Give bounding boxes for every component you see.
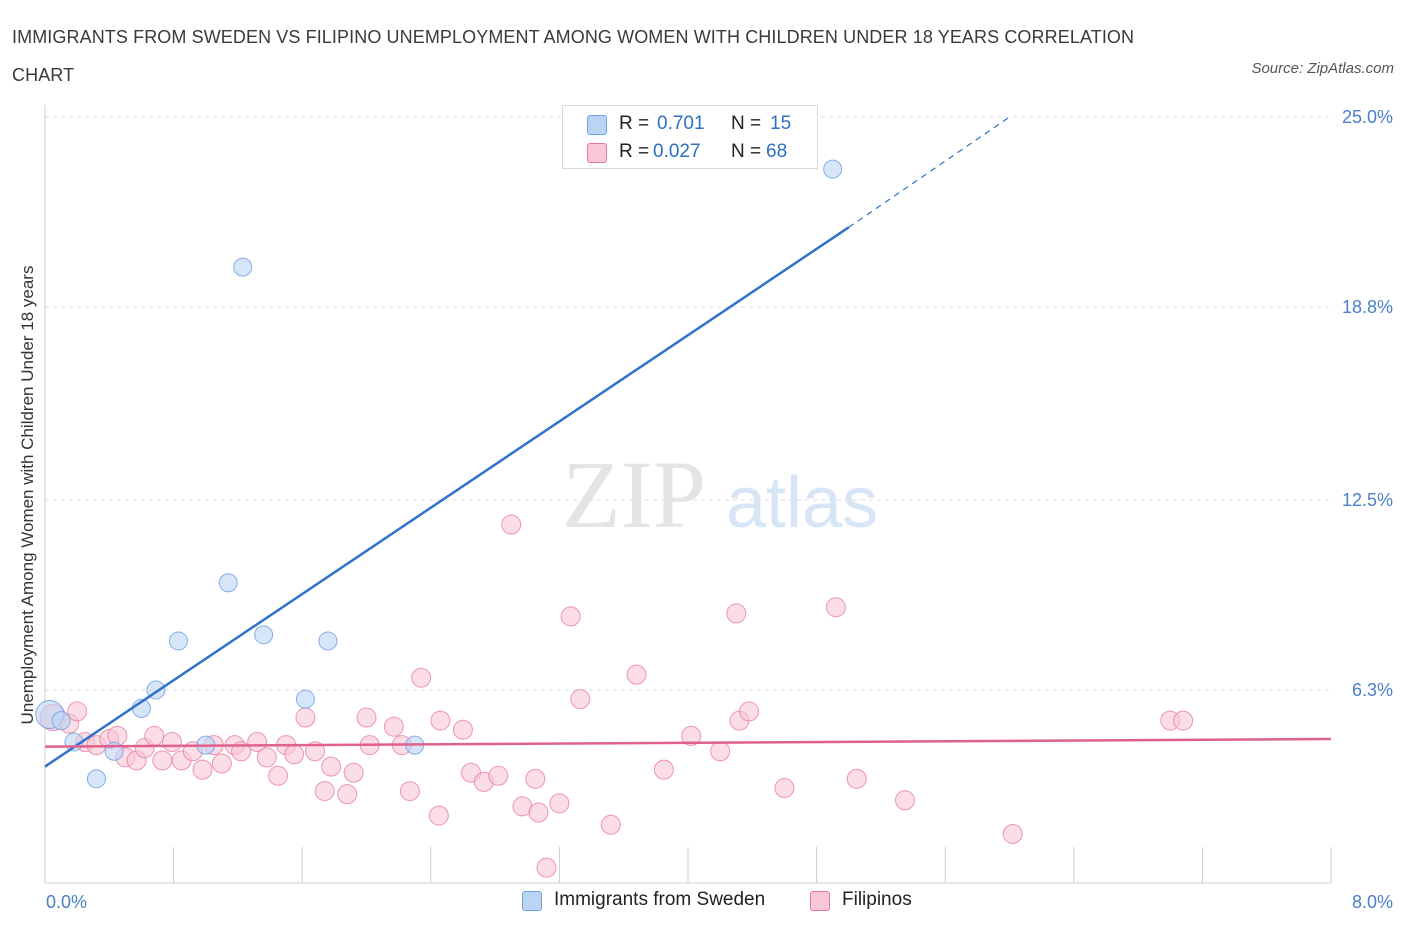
grid-lines [45,116,1331,691]
sweden-point [168,631,188,651]
watermark: ZIP atlas [562,441,878,548]
filipinos-point [501,514,522,535]
filipinos-point [653,759,674,780]
filipinos-point [525,768,546,789]
filipinos-point [528,802,549,823]
filipinos-point [211,753,232,774]
sweden-point [233,257,253,277]
sweden-swatch [522,891,542,911]
sweden-trend-extension [848,116,1010,228]
filipinos-point [570,689,591,710]
filipinos-point [726,603,747,624]
y-tick-label: 18.8% [1342,297,1393,317]
filipinos-point [268,765,289,786]
sweden-point [295,689,315,709]
r-label: R = [619,113,650,134]
n-label: N = [731,113,762,134]
filipinos-point [895,790,916,811]
filipinos-point [152,750,173,771]
filipinos-swatch [810,891,830,911]
n-value: 68 [766,141,788,162]
filipinos-point [411,667,432,688]
legend-label-filipinos: Filipinos [842,889,912,910]
y-tick-label: 12.5% [1342,490,1393,510]
filipinos-point [247,732,268,753]
legend-label-sweden: Immigrants from Sweden [554,889,766,910]
source-label: Source: ZipAtlas.com [1251,60,1394,77]
filipinos-point [1002,823,1023,844]
filipinos-point [1173,710,1194,731]
filipinos-swatch [587,143,607,163]
filipinos-point [284,744,305,765]
trend-lines [44,116,1332,768]
r-value: 0.701 [657,113,705,134]
y-tick-label: 6.3% [1352,680,1393,700]
filipinos-point [192,759,213,780]
watermark-zip: ZIP [562,441,706,548]
filipinos-point [846,768,867,789]
axes [44,105,1332,884]
sweden-point [51,711,71,731]
watermark-atlas: atlas [726,463,878,543]
filipinos-point [295,707,316,728]
filipinos-point [67,701,88,722]
filipinos-point [549,793,570,814]
sweden-swatch [587,115,607,135]
filipinos-point [536,857,557,878]
filipinos-point [161,732,182,753]
filipinos-point [600,814,621,835]
r-label: R = [619,141,650,162]
sweden-points [35,159,843,789]
filipinos-point [428,805,449,826]
filipinos-point [321,756,342,777]
filipinos-point [710,741,731,762]
r-value: 0.027 [653,141,701,162]
sweden-trend-line [44,226,850,768]
filipinos-point [256,747,277,768]
filipinos-point [430,710,451,731]
x-tick-label: 8.0% [1352,892,1393,912]
filipinos-trend-line [44,737,1332,748]
filipinos-point [681,725,702,746]
filipinos-point [488,765,509,786]
filipinos-point [739,701,760,722]
filipinos-point [383,716,404,737]
sweden-point [254,625,274,645]
filipinos-point [343,762,364,783]
x-tick-label: 0.0% [46,892,87,912]
filipinos-points [39,514,1194,878]
filipinos-point [825,597,846,618]
sweden-point [218,573,238,593]
filipinos-point [560,606,581,627]
tick-labels: 6.3% 12.5% 18.8% 25.0% 0.0% 8.0% [46,107,1393,912]
filipinos-point [314,781,335,802]
filipinos-point [305,741,326,762]
n-label: N = [731,141,762,162]
chart-title: IMMIGRANTS FROM SWEDEN VS FILIPINO UNEMP… [12,27,1135,85]
y-axis-label: Unemployment Among Women with Children U… [18,265,37,725]
filipinos-point [626,664,647,685]
n-value: 15 [770,113,792,134]
sweden-point [86,769,106,789]
filipinos-point [144,725,165,746]
y-tick-label: 25.0% [1342,107,1393,127]
filipinos-point [452,719,473,740]
filipinos-point [399,781,420,802]
stats-legend: R = 0.701 N = 15 R = 0.027 N = 68 [562,105,818,169]
filipinos-point [356,707,377,728]
sweden-point [823,159,843,179]
sweden-point [104,741,124,761]
filipinos-point [337,784,358,805]
filipinos-point [774,778,795,799]
sweden-point [318,631,338,651]
